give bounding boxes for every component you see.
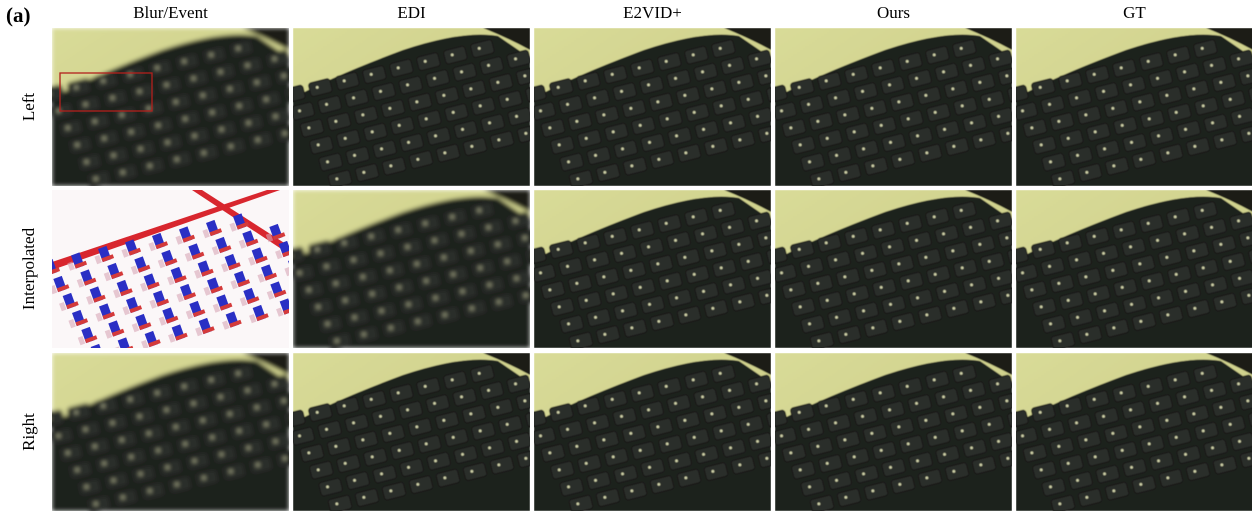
image-cell	[522, 28, 791, 189]
image-cell	[38, 190, 304, 362]
image-cell	[40, 353, 309, 512]
image-cell	[522, 190, 791, 351]
image-cell	[281, 28, 550, 189]
image-cell	[281, 353, 550, 512]
image-cell	[281, 190, 550, 351]
image-cell	[763, 190, 1032, 351]
column-title: EDI	[397, 3, 426, 22]
panel-label: (a)	[6, 3, 31, 27]
figure: (a) Blur/Event EDI E2VID+ Ours GT Left Interpo…	[0, 0, 1252, 512]
column-title: Blur/Event	[133, 3, 208, 22]
image-cell	[763, 28, 1032, 189]
row-title: Right	[19, 413, 38, 451]
image-cell	[763, 353, 1032, 512]
image-cell	[1004, 28, 1252, 189]
image-cell	[1004, 190, 1252, 351]
image-cell	[522, 353, 791, 512]
column-title: E2VID+	[623, 3, 682, 22]
column-title: GT	[1123, 3, 1146, 22]
image-cell	[40, 28, 309, 189]
image-cell	[1004, 353, 1252, 512]
row-title: Left	[19, 93, 38, 122]
column-title: Ours	[877, 3, 910, 22]
row-title: Interpolated	[19, 227, 38, 310]
